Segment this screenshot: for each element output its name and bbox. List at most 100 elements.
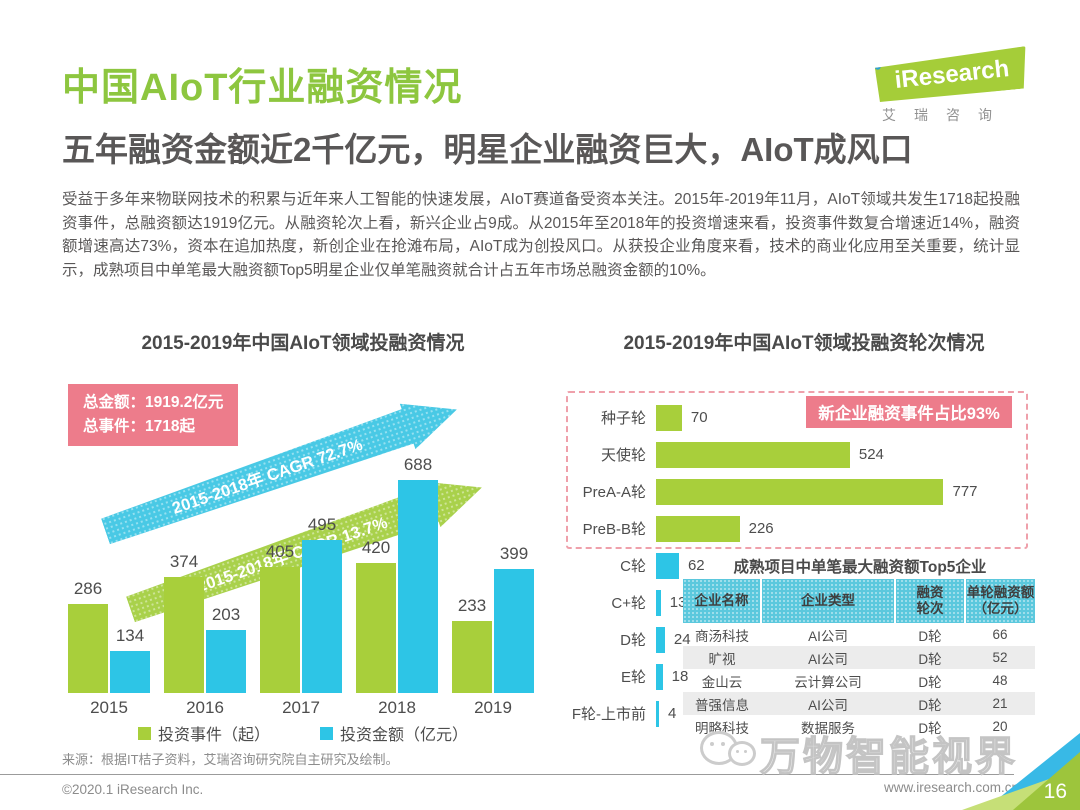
bar-value: 495 [307, 514, 337, 534]
page-subtitle: 五年融资金额近2千亿元，明星企业融资巨大，AIoT成风口 [62, 131, 913, 168]
bar-value: 405 [265, 542, 295, 562]
legend-label: 投资金额（亿元） [340, 727, 469, 744]
table-row: 商汤科技 AI公司 D轮 66 [683, 623, 1035, 646]
right-chart-title: 2015-2019年中国AIoT领域投融资轮次情况 [623, 333, 985, 354]
round-row-preb-b: PreB-B轮 226 [560, 510, 1048, 547]
round-row-prea-a: PreA-A轮 777 [560, 473, 1048, 510]
cell-round: D轮 [918, 697, 942, 713]
round-value: 70 [690, 409, 708, 426]
round-row-e: E轮 18 [560, 658, 1048, 695]
bar-value: 286 [73, 579, 103, 599]
bar-group-2018: 420 688 2018 [354, 455, 440, 718]
iresearch-logo-caption: 艾瑞咨询 [882, 107, 1010, 123]
round-label: 种子轮 [600, 410, 646, 427]
cell-amount: 48 [992, 673, 1008, 688]
events-bar: 286 [68, 579, 108, 693]
chart-legend: 投资事件（起） 投资金额（亿元） [63, 721, 543, 745]
cell-type: AI公司 [808, 651, 848, 667]
cell-company: 金山云 [701, 674, 743, 690]
body-paragraph: 受益于多年来物联网技术的积累与近年来人工智能的快速发展，AIoT赛道备受资本关注… [62, 191, 1020, 279]
x-axis-label: 2018 [378, 698, 416, 717]
page-title: 中国AIoT行业融资情况 [62, 67, 463, 109]
top5-table-title: 成熟项目中单笔最大融资额Top5企业 [733, 559, 987, 576]
round-label: F轮-上市前 [571, 706, 646, 723]
col-header-type: 企业类型 [760, 579, 895, 623]
amount-bar: 495 [302, 515, 342, 693]
funding-rounds-chart: 2015-2019年中国AIoT领域投融资轮次情况 新企业融资事件占比93% 种… [560, 328, 1048, 746]
legend-item-events: 投资事件（起） [137, 721, 270, 745]
legend-label: 投资事件（起） [157, 727, 270, 744]
cell-round: D轮 [918, 651, 942, 667]
investment-bar-chart: 2015-2019年中国AIoT领域投融资情况 总金额：1919.2亿元 总事件… [63, 328, 543, 746]
table-row: 旷视 AI公司 D轮 52 [683, 646, 1035, 669]
iresearch-logo-banner: iResearch [874, 46, 1030, 104]
events-bar: 374 [164, 552, 204, 693]
round-value: 4 [668, 705, 677, 722]
bar-value: 688 [403, 454, 433, 474]
round-label: PreB-B轮 [582, 521, 646, 538]
bar-group-2016: 374 203 2016 [162, 478, 248, 718]
round-bar [656, 478, 944, 505]
round-bar [656, 404, 682, 431]
round-row-c: C轮 62 [560, 547, 1048, 584]
round-bar [656, 441, 850, 468]
amount-bar: 399 [494, 544, 534, 693]
col-header-amount: 单轮融资额 （亿元） [964, 579, 1035, 623]
bar-group-2019: 233 399 2019 [450, 478, 536, 718]
bar-value: 134 [115, 626, 145, 646]
x-axis-label: 2017 [282, 698, 320, 717]
footer-divider [0, 774, 1014, 775]
events-bar: 420 [356, 538, 396, 693]
col-header-round: 融资 轮次 [894, 579, 965, 623]
cell-round: D轮 [918, 674, 942, 690]
amount-bar: 688 [398, 455, 438, 693]
round-label: E轮 [620, 669, 646, 686]
round-row-d: D轮 24 [560, 621, 1048, 658]
cell-company: 明略科技 [695, 720, 749, 736]
new-company-share-badge: 新企业融资事件占比93% [806, 396, 1012, 428]
round-bar [656, 663, 663, 690]
table-row: 明略科技 数据服务 D轮 20 [683, 715, 1035, 738]
amount-bar: 134 [110, 626, 150, 693]
cell-type: 云计算公司 [794, 674, 862, 690]
bar-value: 233 [457, 595, 487, 615]
round-row-seed: 种子轮 70 [560, 399, 1048, 436]
round-row-cplus: C+轮 13 [560, 584, 1048, 621]
total-callout-badge: 总金额：1919.2亿元 总事件：1718起 [68, 384, 239, 446]
round-value: 62 [687, 557, 705, 574]
round-label: D轮 [620, 632, 646, 649]
total-events-line: 总事件：1718起 [83, 418, 195, 435]
cell-amount: 20 [992, 719, 1008, 734]
cell-round: D轮 [918, 628, 942, 644]
col-header-company: 企业名称 [683, 579, 761, 623]
round-bars: 种子轮 70 天使轮 524 PreA-A轮 777 PreB-B轮 226 C… [560, 399, 1048, 732]
round-row-f-preipo: F轮-上市前 4 [560, 695, 1048, 732]
table-row: 普强信息 AI公司 D轮 21 [683, 692, 1035, 715]
round-label: PreA-A轮 [582, 484, 646, 501]
cell-round: D轮 [918, 720, 942, 736]
round-label: 天使轮 [600, 447, 646, 464]
bar-value: 420 [361, 537, 391, 557]
round-row-angel: 天使轮 524 [560, 436, 1048, 473]
total-amount-line: 总金额：1919.2亿元 [83, 394, 224, 411]
website-url: www.iresearch.com.cn [884, 780, 1020, 795]
round-label: C+轮 [611, 595, 646, 612]
source-note: 来源：根据IT桔子资料，艾瑞咨询研究院自主研究及绘制。 [62, 752, 399, 767]
round-bar [656, 515, 740, 542]
iresearch-logo: iResearch 艾瑞咨询 [872, 48, 1034, 124]
round-value: 24 [673, 631, 691, 648]
cell-company: 旷视 [708, 651, 736, 667]
new-company-rounds-outline [566, 391, 1028, 549]
top5-table: 企业名称 企业类型 融资 轮次 单轮融资额 （亿元） 商汤科技 AI公司 D轮 … [683, 579, 1035, 738]
round-bar [656, 700, 659, 727]
round-bar [656, 589, 661, 616]
round-value: 524 [858, 446, 884, 463]
cell-type: AI公司 [808, 697, 848, 713]
events-bar: 233 [452, 596, 492, 693]
iresearch-logo-i-dot-icon [874, 63, 881, 70]
round-bar [656, 626, 665, 653]
bar-value: 399 [499, 544, 529, 564]
table-header-row: 企业名称 企业类型 融资 轮次 单轮融资额 （亿元） [683, 579, 1035, 623]
cell-amount: 21 [992, 696, 1008, 711]
page-number: 16 [1043, 780, 1067, 803]
